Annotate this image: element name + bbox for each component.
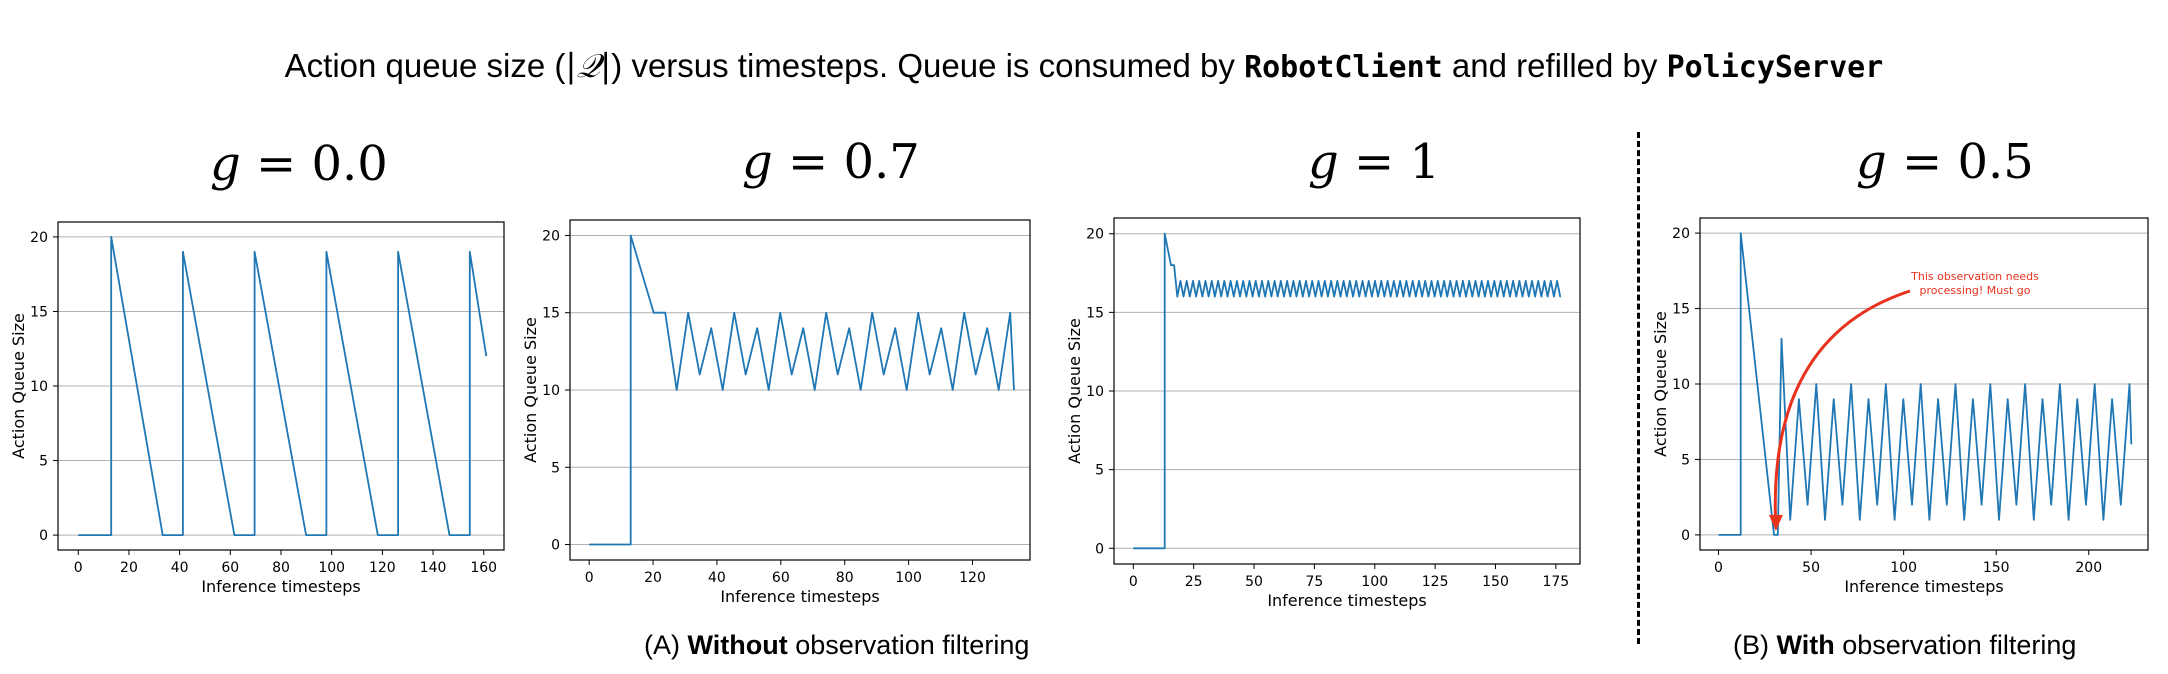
panel-label-2: g = 0.7 xyxy=(742,134,920,190)
x-tick-label: 75 xyxy=(1305,574,1323,590)
series-line xyxy=(1718,232,2133,536)
y-tick-label: 0 xyxy=(39,528,48,544)
y-tick-label: 10 xyxy=(1086,384,1104,400)
y-tick-label: 10 xyxy=(1672,377,1690,393)
x-tick-label: 100 xyxy=(1890,560,1917,576)
y-tick-label: 15 xyxy=(542,306,560,322)
x-axis-label: Inference timesteps xyxy=(201,577,360,596)
x-tick-label: 80 xyxy=(272,560,290,576)
y-tick-label: 5 xyxy=(1095,463,1104,479)
y-tick-label: 0 xyxy=(1681,528,1690,544)
x-tick-label: 0 xyxy=(585,570,594,586)
panel-label-1: g = 0.0 xyxy=(210,136,388,192)
y-tick-label: 20 xyxy=(542,228,560,244)
y-tick-label: 10 xyxy=(30,379,48,395)
x-tick-label: 200 xyxy=(2075,560,2102,576)
x-tick-label: 40 xyxy=(708,570,726,586)
figure-title: Action queue size (|𝒬|) versus timesteps… xyxy=(284,46,1884,85)
y-axis-label: Action Queue Size xyxy=(1065,318,1084,464)
x-tick-label: 175 xyxy=(1542,574,1569,590)
y-tick-label: 15 xyxy=(1672,302,1690,318)
y-tick-label: 20 xyxy=(1672,226,1690,242)
y-tick-label: 20 xyxy=(1086,227,1104,243)
x-tick-label: 120 xyxy=(369,560,396,576)
robot-client-label: RobotClient xyxy=(1244,50,1443,85)
annotation-line-2: processing! Must go xyxy=(1920,284,2031,297)
section-divider xyxy=(1637,132,1640,644)
x-tick-label: 100 xyxy=(1361,574,1388,590)
chart-g-0-7: 0 5 10 15 20 0 20 40 60 80 100 120 Inference timeste… xyxy=(521,219,1031,606)
y-axis-label: Action Queue Size xyxy=(521,317,540,463)
x-tick-label: 125 xyxy=(1422,574,1449,590)
annotation-arrow xyxy=(1773,289,1911,529)
y-tick-label: 15 xyxy=(30,304,48,320)
series-line xyxy=(78,236,488,536)
x-tick-label: 150 xyxy=(1482,574,1509,590)
y-tick-label: 5 xyxy=(39,454,48,470)
x-tick-label: 50 xyxy=(1802,560,1820,576)
x-tick-label: 100 xyxy=(318,560,345,576)
x-tick-label: 60 xyxy=(772,570,790,586)
chart-g-0-0: 0 5 10 15 20 0 20 40 60 80 100 120 140 160 Inference t… xyxy=(9,221,505,596)
caption-without-filtering: (A) Without observation filtering xyxy=(644,630,1030,660)
series-line xyxy=(1133,232,1562,550)
policy-server-label: PolicyServer xyxy=(1666,50,1884,85)
y-tick-label: 15 xyxy=(1086,305,1104,321)
y-tick-label: 0 xyxy=(1095,541,1104,557)
x-tick-label: 140 xyxy=(420,560,447,576)
y-tick-label: 10 xyxy=(542,383,560,399)
queue-symbol: |𝒬| xyxy=(565,46,612,85)
y-tick-label: 0 xyxy=(551,538,560,554)
x-tick-label: 160 xyxy=(470,560,497,576)
chart-g-1: 0 5 10 15 20 0 25 50 75 100 125 150 175 Inference tim… xyxy=(1065,217,1581,610)
x-tick-label: 0 xyxy=(74,560,83,576)
x-axis-label: Inference timesteps xyxy=(1267,591,1426,610)
x-axis-label: Inference timesteps xyxy=(1844,577,2003,596)
x-tick-label: 0 xyxy=(1714,560,1723,576)
panel-label-3: g = 1 xyxy=(1308,134,1441,190)
y-axis-label: Action Queue Size xyxy=(1651,311,1670,457)
x-tick-label: 20 xyxy=(644,570,662,586)
panel-label-4: g = 0.5 xyxy=(1856,134,2034,190)
x-tick-label: 100 xyxy=(895,570,922,586)
x-tick-label: 80 xyxy=(836,570,854,586)
caption-with-filtering: (B) With observation filtering xyxy=(1733,630,2077,660)
x-axis-label: Inference timesteps xyxy=(720,587,879,606)
x-tick-label: 50 xyxy=(1245,574,1263,590)
annotation-line-1: This observation needs xyxy=(1910,270,2039,283)
y-tick-label: 20 xyxy=(30,230,48,246)
x-tick-label: 120 xyxy=(959,570,986,586)
x-tick-label: 60 xyxy=(221,560,239,576)
x-tick-label: 0 xyxy=(1129,574,1138,590)
x-tick-label: 20 xyxy=(120,560,138,576)
annotation-arrowhead xyxy=(1768,514,1783,531)
series-line xyxy=(589,234,1015,546)
x-tick-label: 150 xyxy=(1983,560,2010,576)
y-axis-label: Action Queue Size xyxy=(9,313,28,459)
x-tick-label: 25 xyxy=(1185,574,1203,590)
y-tick-label: 5 xyxy=(551,460,560,476)
x-tick-label: 40 xyxy=(171,560,189,576)
y-tick-label: 5 xyxy=(1681,452,1690,468)
